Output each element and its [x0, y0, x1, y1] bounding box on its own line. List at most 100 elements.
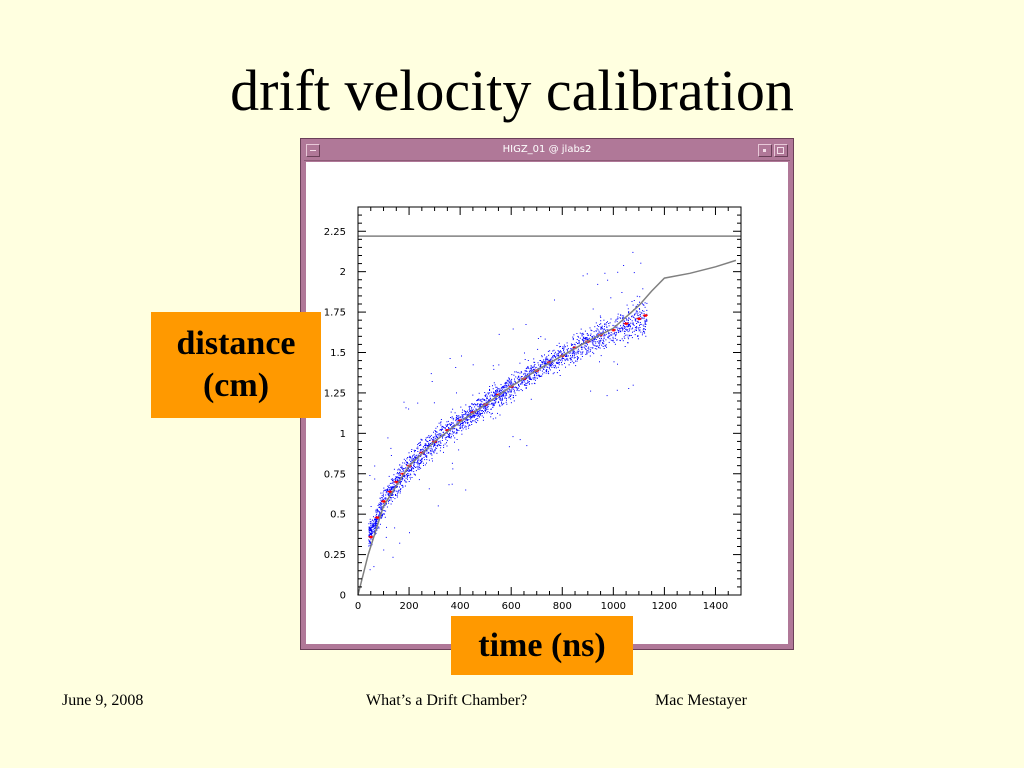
scatter-point [380, 517, 382, 519]
scatter-point [399, 477, 401, 479]
scatter-point [596, 334, 598, 336]
scatter-point [413, 468, 415, 470]
scatter-point [462, 421, 464, 423]
scatter-point [614, 335, 616, 337]
scatter-point [497, 390, 499, 392]
scatter-point [392, 485, 394, 487]
scatter-point [459, 416, 461, 418]
scatter-point [528, 372, 530, 374]
scatter-point [471, 406, 473, 408]
scatter-point [501, 389, 503, 391]
scatter-point [479, 413, 481, 415]
scatter-point [472, 403, 474, 405]
scatter-point [548, 367, 550, 368]
scatter-point [613, 361, 615, 363]
minimize-icon[interactable] [758, 144, 772, 157]
scatter-point [492, 407, 494, 408]
scatter-point [380, 506, 382, 508]
scatter-point [374, 465, 376, 467]
scatter-point [483, 407, 485, 409]
scatter-point [385, 491, 387, 493]
scatter-point [499, 414, 501, 416]
scatter-point [540, 376, 542, 377]
scatter-point [461, 411, 463, 413]
scatter-point [447, 420, 449, 422]
scatter-point [631, 320, 633, 322]
scatter-point [381, 515, 383, 517]
scatter-point [469, 416, 471, 418]
scatter-point [485, 393, 487, 395]
scatter-point [478, 392, 480, 394]
maximize-icon[interactable] [774, 144, 788, 157]
scatter-point [537, 338, 539, 339]
scatter-point [484, 408, 486, 410]
scatter-point [581, 351, 583, 353]
scatter-point [613, 341, 615, 343]
scatter-point [570, 358, 572, 359]
scatter-point [410, 474, 412, 476]
scatter-point [593, 338, 595, 340]
scatter-point [510, 390, 512, 392]
scatter-point [406, 463, 408, 465]
higz-window[interactable]: HIGZ_01 @ jlabs2 0 200 400 600 800 1000 1200 14… [300, 138, 794, 650]
scatter-point [368, 545, 370, 547]
scatter-point [484, 399, 486, 401]
scatter-point [438, 441, 440, 443]
scatter-point [392, 482, 394, 484]
scatter-point [606, 322, 607, 324]
scatter-point [600, 316, 602, 318]
scatter-point [619, 340, 621, 342]
scatter-point [473, 410, 475, 412]
scatter-point [392, 480, 394, 482]
scatter-point [607, 337, 609, 339]
scatter-point [480, 400, 482, 402]
scatter-point [617, 313, 619, 315]
scatter-point [556, 353, 558, 355]
scatter-point [507, 382, 509, 384]
scatter-point [486, 397, 488, 399]
scatter-point [399, 469, 401, 471]
scatter-point [602, 335, 604, 337]
axes-layer [357, 206, 742, 596]
scatter-point [484, 412, 485, 414]
scatter-point [421, 439, 423, 441]
scatter-point [489, 403, 491, 405]
scatter-point [399, 486, 400, 488]
scatter-point [512, 395, 514, 396]
scatter-point [423, 453, 425, 454]
scatter-point [485, 408, 487, 410]
scatter-point [640, 318, 642, 320]
scatter-point [390, 447, 392, 449]
scatter-point [524, 352, 525, 354]
scatter-point [535, 366, 537, 368]
scatter-point [546, 362, 548, 364]
scatter-point [514, 381, 516, 383]
menu-icon[interactable] [306, 144, 320, 157]
window-titlebar[interactable]: HIGZ_01 @ jlabs2 [304, 142, 790, 161]
scatter-point [534, 367, 536, 369]
scatter-point [605, 339, 607, 341]
scatter-point [535, 372, 537, 374]
scatter-point [524, 374, 526, 376]
scatter-point [474, 406, 476, 408]
scatter-point [593, 335, 595, 337]
scatter-point [473, 416, 475, 418]
scatter-point [591, 336, 593, 338]
scatter-point [374, 527, 376, 529]
scatter-point [433, 450, 435, 452]
scatter-point [447, 436, 449, 438]
scatter-point [393, 486, 395, 488]
scatter-point [580, 351, 582, 353]
scatter-point [621, 315, 623, 317]
window-title: HIGZ_01 @ jlabs2 [502, 144, 592, 155]
scatter-point [542, 373, 544, 375]
scatter-point [461, 416, 463, 418]
scatter-point [430, 447, 432, 449]
scatter-point [608, 335, 610, 337]
scatter-point [574, 344, 576, 346]
scatter-point [468, 424, 470, 426]
scatter-point [464, 412, 466, 414]
scatter-point [414, 451, 416, 453]
scatter-point [502, 386, 504, 387]
scatter-point [538, 364, 540, 366]
